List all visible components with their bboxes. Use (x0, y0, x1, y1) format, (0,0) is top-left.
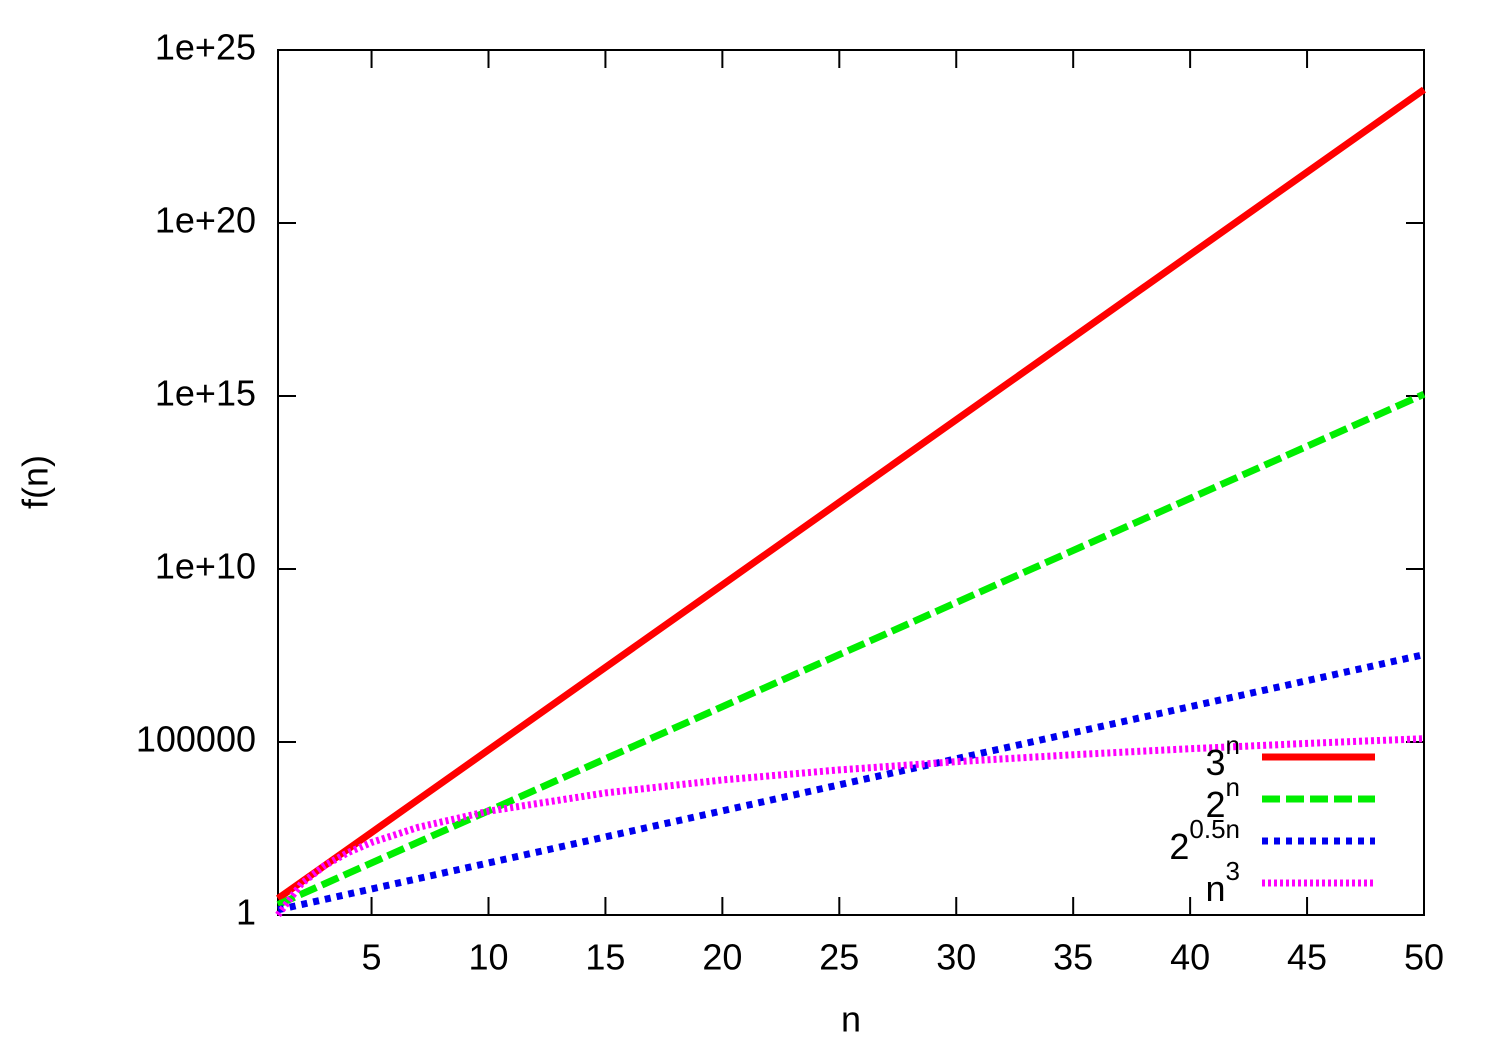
series-line (277, 651, 1425, 914)
x-tick-label: 15 (585, 937, 625, 978)
legend-label-base: 2 (1169, 826, 1189, 867)
series-line (275, 86, 1427, 902)
x-tick-label: 10 (468, 937, 508, 978)
legend-label: n3 (1206, 856, 1241, 909)
x-tick-label: 20 (702, 937, 742, 978)
plot-frame (277, 49, 1425, 916)
series-line (275, 735, 1425, 918)
x-tick-label: 25 (819, 937, 859, 978)
y-tick-label: 1e+25 (155, 27, 256, 68)
y-tick-label: 1e+20 (155, 200, 256, 241)
legend-label: 2n (1206, 772, 1241, 825)
y-tick-label: 100000 (136, 719, 256, 760)
y-tick-label: 1e+10 (155, 546, 256, 587)
legend-label-base: 3 (1206, 742, 1226, 783)
legend-label-sup: n (1226, 772, 1240, 802)
series-line (276, 391, 1426, 908)
x-tick-label: 50 (1404, 937, 1444, 978)
x-tick-label: 40 (1170, 937, 1210, 978)
x-tick-label: 45 (1287, 937, 1327, 978)
legend-label-base: n (1206, 868, 1226, 909)
x-tick-label: 5 (362, 937, 382, 978)
legend-label: 20.5n (1169, 814, 1240, 867)
x-tick-label: 30 (936, 937, 976, 978)
x-axis-label: n (841, 999, 861, 1040)
legend-label-sup: n (1226, 730, 1240, 760)
legend-label-sup: 0.5n (1189, 814, 1240, 844)
y-tick-label: 1 (236, 892, 256, 933)
legend-label-sup: 3 (1226, 856, 1240, 886)
y-tick-label: 1e+15 (155, 373, 256, 414)
y-axis-label: f(n) (15, 455, 56, 509)
legend-label-base: 2 (1206, 784, 1226, 825)
legend-label: 3n (1206, 730, 1241, 783)
x-tick-label: 35 (1053, 937, 1093, 978)
